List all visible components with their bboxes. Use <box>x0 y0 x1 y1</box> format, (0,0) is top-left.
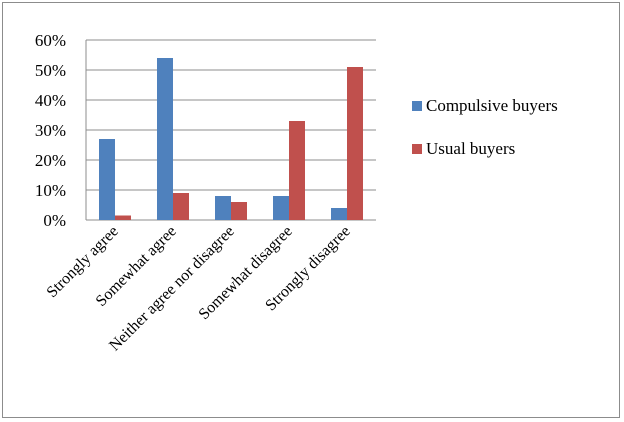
bar <box>273 196 289 220</box>
legend: Compulsive buyers Usual buyers <box>412 96 558 158</box>
y-tick-labels: 0% 10% 20% 30% 40% 50% 60% <box>35 31 66 230</box>
legend-label: Compulsive buyers <box>426 96 558 115</box>
y-tick-label: 40% <box>35 91 66 110</box>
bar <box>331 208 347 220</box>
y-tick-label: 60% <box>35 31 66 50</box>
gridlines <box>86 39 376 191</box>
bar <box>99 139 115 220</box>
bar <box>347 67 363 220</box>
y-tick-label: 30% <box>35 121 66 140</box>
legend-swatch <box>412 101 422 111</box>
bar <box>157 58 173 220</box>
bar <box>289 121 305 220</box>
y-tick-label: 50% <box>35 61 66 80</box>
y-tick-label: 20% <box>35 151 66 170</box>
y-tick-label: 0% <box>43 211 66 230</box>
bar <box>115 215 131 220</box>
bars <box>99 58 363 220</box>
legend-swatch <box>412 144 422 154</box>
legend-label: Usual buyers <box>426 139 515 158</box>
y-tick-label: 10% <box>35 181 66 200</box>
bar <box>231 202 247 220</box>
bar <box>215 196 231 220</box>
bar <box>173 193 189 220</box>
